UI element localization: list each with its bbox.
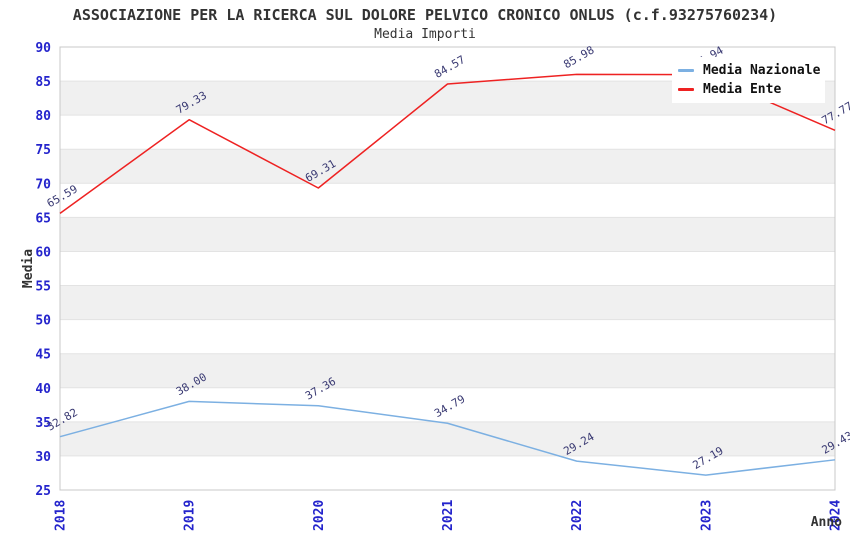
y-tick-label: 40 <box>35 382 51 397</box>
background-band <box>60 421 835 456</box>
series-line-media-nazionale <box>59 400 836 476</box>
chart-subtitle: Media Importi <box>374 27 476 42</box>
x-axis-title: Anno <box>811 515 842 530</box>
x-tick-label: 2021 <box>441 500 456 531</box>
y-tick-label: 35 <box>35 416 51 431</box>
y-tick-label: 45 <box>35 348 51 363</box>
x-tick-label: 2022 <box>570 500 585 531</box>
x-tick-label: 2023 <box>699 500 714 531</box>
y-tick-label: 85 <box>35 75 51 90</box>
y-tick-label: 90 <box>35 41 51 56</box>
y-tick-label: 55 <box>35 280 51 295</box>
value-label-media-ente: 85.98 <box>561 43 596 71</box>
background-band <box>60 285 835 320</box>
y-tick-label: 65 <box>35 211 51 226</box>
value-label-media-ente: 84.57 <box>432 53 467 81</box>
background-band <box>60 149 835 184</box>
legend-label-media-nazionale: Media Nazionale <box>703 63 821 78</box>
y-axis-title: Media <box>21 249 36 288</box>
chart-title: ASSOCIAZIONE PER LA RICERCA SUL DOLORE P… <box>72 6 778 24</box>
x-tick-label: 2024 <box>829 500 844 531</box>
y-tick-label: 30 <box>35 450 51 465</box>
legend-item-media-nazionale: Media Nazionale <box>678 63 825 78</box>
y-tick-label: 50 <box>35 314 51 329</box>
legend: Media Nazionale Media Ente <box>672 57 825 103</box>
background-band <box>60 217 835 252</box>
y-tick-label: 60 <box>35 245 51 260</box>
x-tick-label: 2018 <box>54 500 69 531</box>
legend-swatch-media-ente <box>678 88 694 91</box>
y-tick-label: 25 <box>35 484 51 499</box>
y-tick-label: 70 <box>35 177 51 192</box>
legend-swatch-media-nazionale <box>678 69 694 72</box>
legend-item-media-ente: Media Ente <box>678 82 825 97</box>
y-tick-label: 75 <box>35 143 51 158</box>
plot-border <box>59 46 836 491</box>
legend-label-media-ente: Media Ente <box>703 82 782 97</box>
x-tick-label: 2019 <box>183 500 198 531</box>
background-band <box>60 353 835 388</box>
y-tick-label: 80 <box>35 109 51 124</box>
x-tick-label: 2020 <box>312 500 327 531</box>
value-label-media-nazionale: 34.79 <box>432 392 467 420</box>
